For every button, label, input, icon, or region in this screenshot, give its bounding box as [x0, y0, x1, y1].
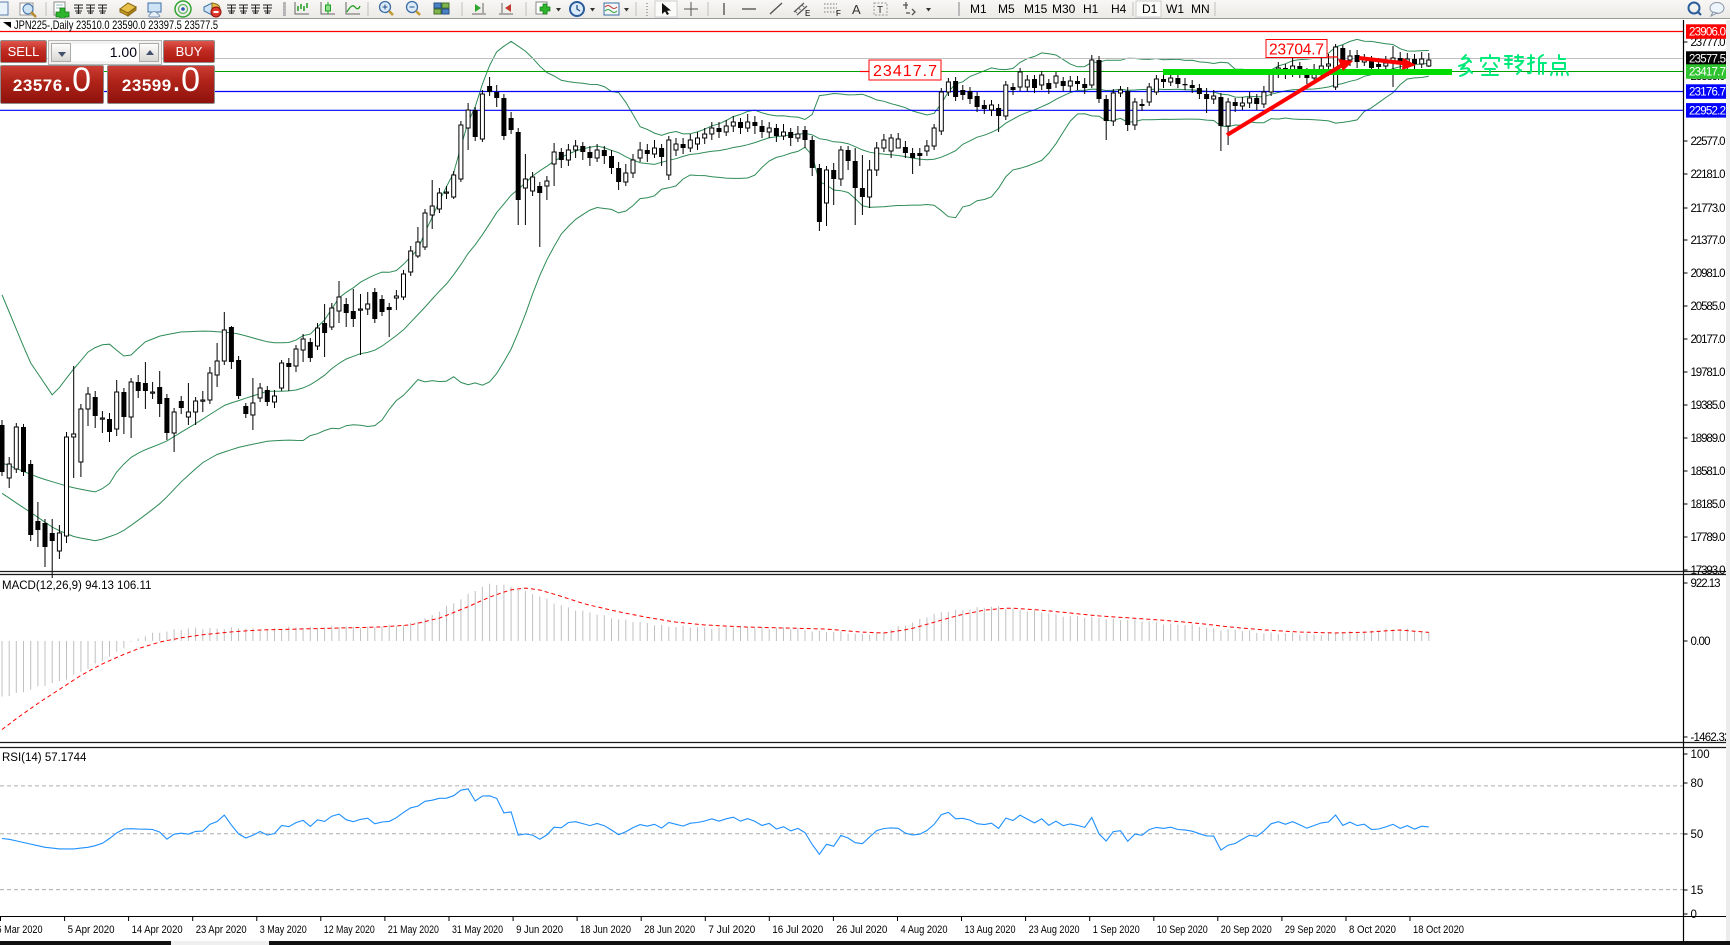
svg-text:21773.0: 21773.0	[1691, 203, 1726, 215]
svg-text:3 May 2020: 3 May 2020	[260, 924, 307, 936]
svg-text:26 Mar 2020: 26 Mar 2020	[0, 924, 43, 936]
svg-text:A: A	[852, 2, 861, 17]
svg-text:100: 100	[1691, 749, 1710, 761]
svg-text:-1462.32: -1462.32	[1691, 732, 1730, 744]
svg-text:23 Aug 2020: 23 Aug 2020	[1029, 924, 1080, 936]
svg-text:T: T	[877, 5, 883, 16]
svg-text:18 Oct 2020: 18 Oct 2020	[1413, 924, 1464, 936]
svg-text:MN: MN	[1191, 2, 1210, 16]
svg-text:23417.7: 23417.7	[873, 63, 937, 80]
svg-text:13 Aug 2020: 13 Aug 2020	[965, 924, 1016, 936]
svg-text:21 May 2020: 21 May 2020	[388, 924, 439, 936]
svg-text:7 Jul 2020: 7 Jul 2020	[708, 924, 755, 936]
svg-text:H1: H1	[1083, 2, 1099, 16]
svg-text:23 Apr 2020: 23 Apr 2020	[196, 924, 247, 936]
svg-text:M15: M15	[1024, 2, 1048, 16]
svg-text:28 Jun 2020: 28 Jun 2020	[644, 924, 695, 936]
svg-text:5 Apr 2020: 5 Apr 2020	[68, 924, 115, 936]
svg-text:23417.7: 23417.7	[1689, 67, 1726, 79]
svg-text:20981.0: 20981.0	[1691, 268, 1726, 280]
svg-text:0.00: 0.00	[1691, 636, 1711, 648]
svg-text:23176.7: 23176.7	[1689, 87, 1726, 99]
svg-text:20585.0: 20585.0	[1691, 301, 1726, 313]
svg-text:17789.0: 17789.0	[1691, 532, 1726, 544]
svg-text:23906.0: 23906.0	[1689, 27, 1726, 39]
svg-text:14 Apr 2020: 14 Apr 2020	[132, 924, 183, 936]
svg-text:M30: M30	[1052, 2, 1076, 16]
svg-text:4 Aug 2020: 4 Aug 2020	[901, 924, 948, 936]
svg-text:23777.0: 23777.0	[1691, 37, 1726, 49]
svg-text:22181.0: 22181.0	[1691, 169, 1726, 181]
svg-text:23704.7: 23704.7	[1269, 42, 1324, 59]
svg-text:M1: M1	[970, 2, 987, 16]
svg-text:22577.0: 22577.0	[1691, 136, 1726, 148]
svg-text:1 Sep 2020: 1 Sep 2020	[1093, 924, 1140, 936]
svg-text:18185.0: 18185.0	[1691, 499, 1726, 511]
svg-text:F: F	[836, 9, 841, 18]
svg-text:19385.0: 19385.0	[1691, 400, 1726, 412]
svg-text:W1: W1	[1166, 2, 1184, 16]
svg-text:50: 50	[1691, 829, 1704, 841]
svg-text:9 Jun 2020: 9 Jun 2020	[516, 924, 563, 936]
svg-text:M5: M5	[998, 2, 1015, 16]
svg-text:29 Sep 2020: 29 Sep 2020	[1285, 924, 1336, 936]
svg-text:RSI(14) 57.1744: RSI(14) 57.1744	[2, 752, 87, 764]
svg-text:18581.0: 18581.0	[1691, 466, 1726, 478]
svg-text:26 Jul 2020: 26 Jul 2020	[836, 924, 887, 936]
svg-text:19781.0: 19781.0	[1691, 367, 1726, 379]
svg-text:12 May 2020: 12 May 2020	[324, 924, 375, 936]
svg-text:21377.0: 21377.0	[1691, 235, 1726, 247]
svg-text:18 Jun 2020: 18 Jun 2020	[580, 924, 631, 936]
svg-text:80: 80	[1691, 778, 1704, 790]
svg-text:0: 0	[1691, 909, 1697, 921]
svg-text:H4: H4	[1111, 2, 1127, 16]
svg-text:17393.0: 17393.0	[1691, 565, 1726, 577]
svg-text:E: E	[805, 9, 810, 18]
svg-text:MACD(12,26,9) 94.13 106.11: MACD(12,26,9) 94.13 106.11	[2, 580, 151, 592]
svg-text:20 Sep 2020: 20 Sep 2020	[1221, 924, 1272, 936]
svg-text:D1: D1	[1142, 2, 1158, 16]
svg-text:18989.0: 18989.0	[1691, 433, 1726, 445]
svg-text:15: 15	[1691, 885, 1704, 897]
svg-text:8 Oct 2020: 8 Oct 2020	[1349, 924, 1396, 936]
svg-text:31 May 2020: 31 May 2020	[452, 924, 503, 936]
svg-text:10 Sep 2020: 10 Sep 2020	[1157, 924, 1208, 936]
svg-text:23577.5: 23577.5	[1689, 54, 1726, 66]
svg-text:20177.0: 20177.0	[1691, 334, 1726, 346]
svg-text:22952.2: 22952.2	[1689, 106, 1726, 118]
svg-text:16 Jul 2020: 16 Jul 2020	[772, 924, 823, 936]
svg-text:922.13: 922.13	[1691, 578, 1721, 590]
svg-text:JPN225-,Daily 23510.0 23590.0: JPN225-,Daily 23510.0 23590.0 23397.5 23…	[14, 20, 218, 32]
